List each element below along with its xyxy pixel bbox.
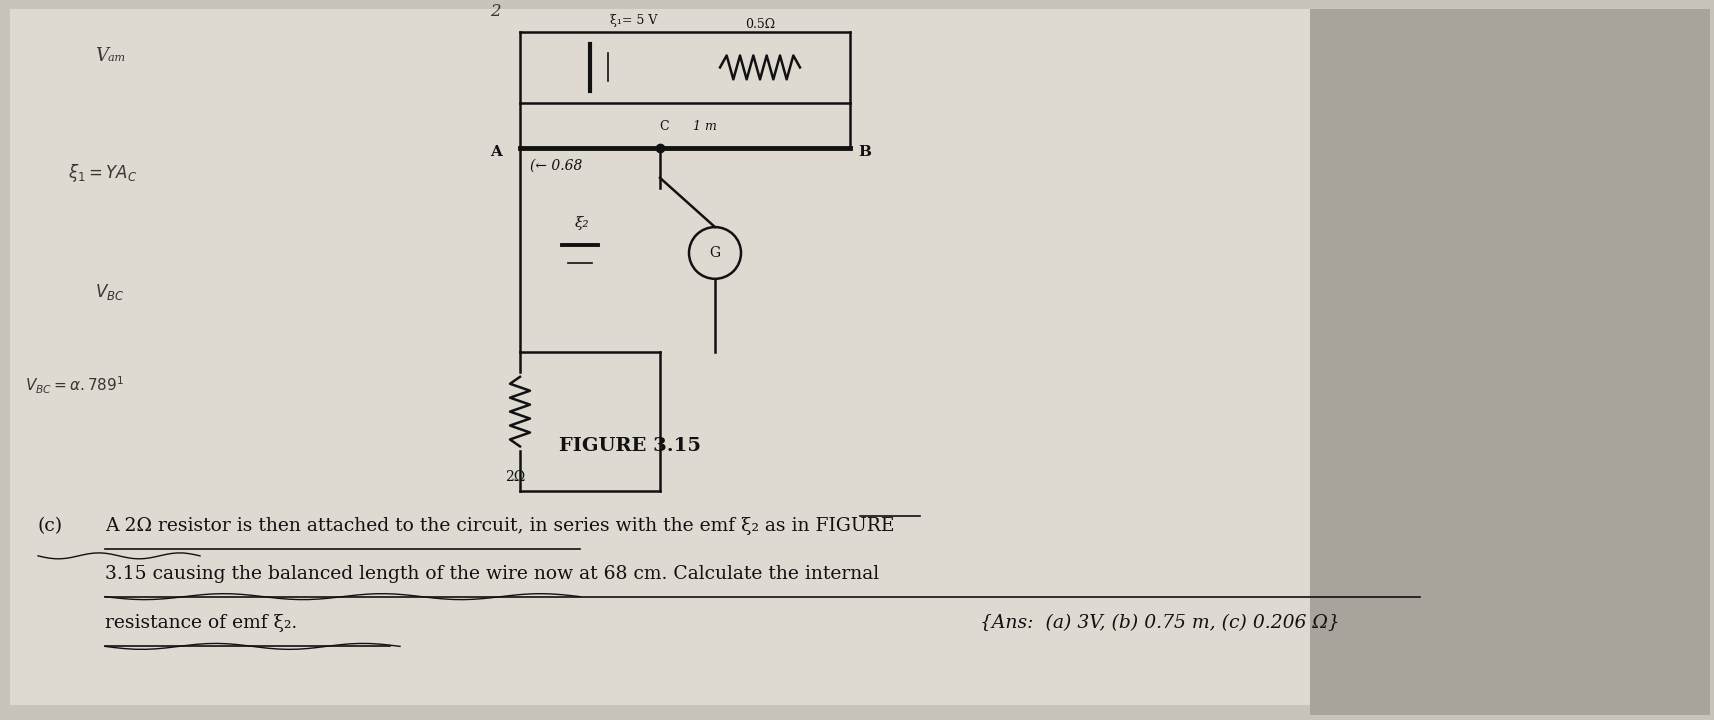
Text: resistance of emf ξ₂.: resistance of emf ξ₂. [105, 614, 297, 632]
Text: 0.5Ω: 0.5Ω [744, 17, 775, 31]
Text: Vₐₘ: Vₐₘ [94, 48, 125, 66]
FancyBboxPatch shape [1309, 9, 1709, 715]
Text: ξ₁= 5 V: ξ₁= 5 V [610, 14, 656, 27]
Text: 2: 2 [490, 3, 500, 19]
Text: B: B [857, 145, 871, 159]
Text: A: A [490, 145, 502, 159]
Text: (c): (c) [38, 517, 63, 535]
Text: $V_{BC} = \alpha.789^1$: $V_{BC} = \alpha.789^1$ [26, 375, 123, 397]
Text: ξ₂: ξ₂ [574, 216, 590, 230]
Text: FIGURE 3.15: FIGURE 3.15 [559, 438, 701, 456]
Text: 1 m: 1 m [692, 120, 716, 133]
Text: 3.15 causing the balanced length of the wire now at 68 cm. Calculate the interna: 3.15 causing the balanced length of the … [105, 564, 879, 582]
Text: G: G [710, 246, 720, 260]
Text: 2Ω: 2Ω [504, 470, 524, 485]
Text: C: C [658, 120, 668, 133]
FancyBboxPatch shape [10, 9, 1309, 705]
Text: {Ans:  (a) 3V, (b) 0.75 m, (c) 0.206 Ω}: {Ans: (a) 3V, (b) 0.75 m, (c) 0.206 Ω} [979, 614, 1339, 632]
Text: A 2Ω resistor is then attached to the circuit, in series with the emf ξ₂ as in F: A 2Ω resistor is then attached to the ci… [105, 517, 895, 535]
Text: $\xi_1 = YA_C$: $\xi_1 = YA_C$ [69, 162, 137, 184]
Text: $V_{BC}$: $V_{BC}$ [94, 282, 125, 302]
Text: (← 0.68: (← 0.68 [530, 159, 583, 173]
